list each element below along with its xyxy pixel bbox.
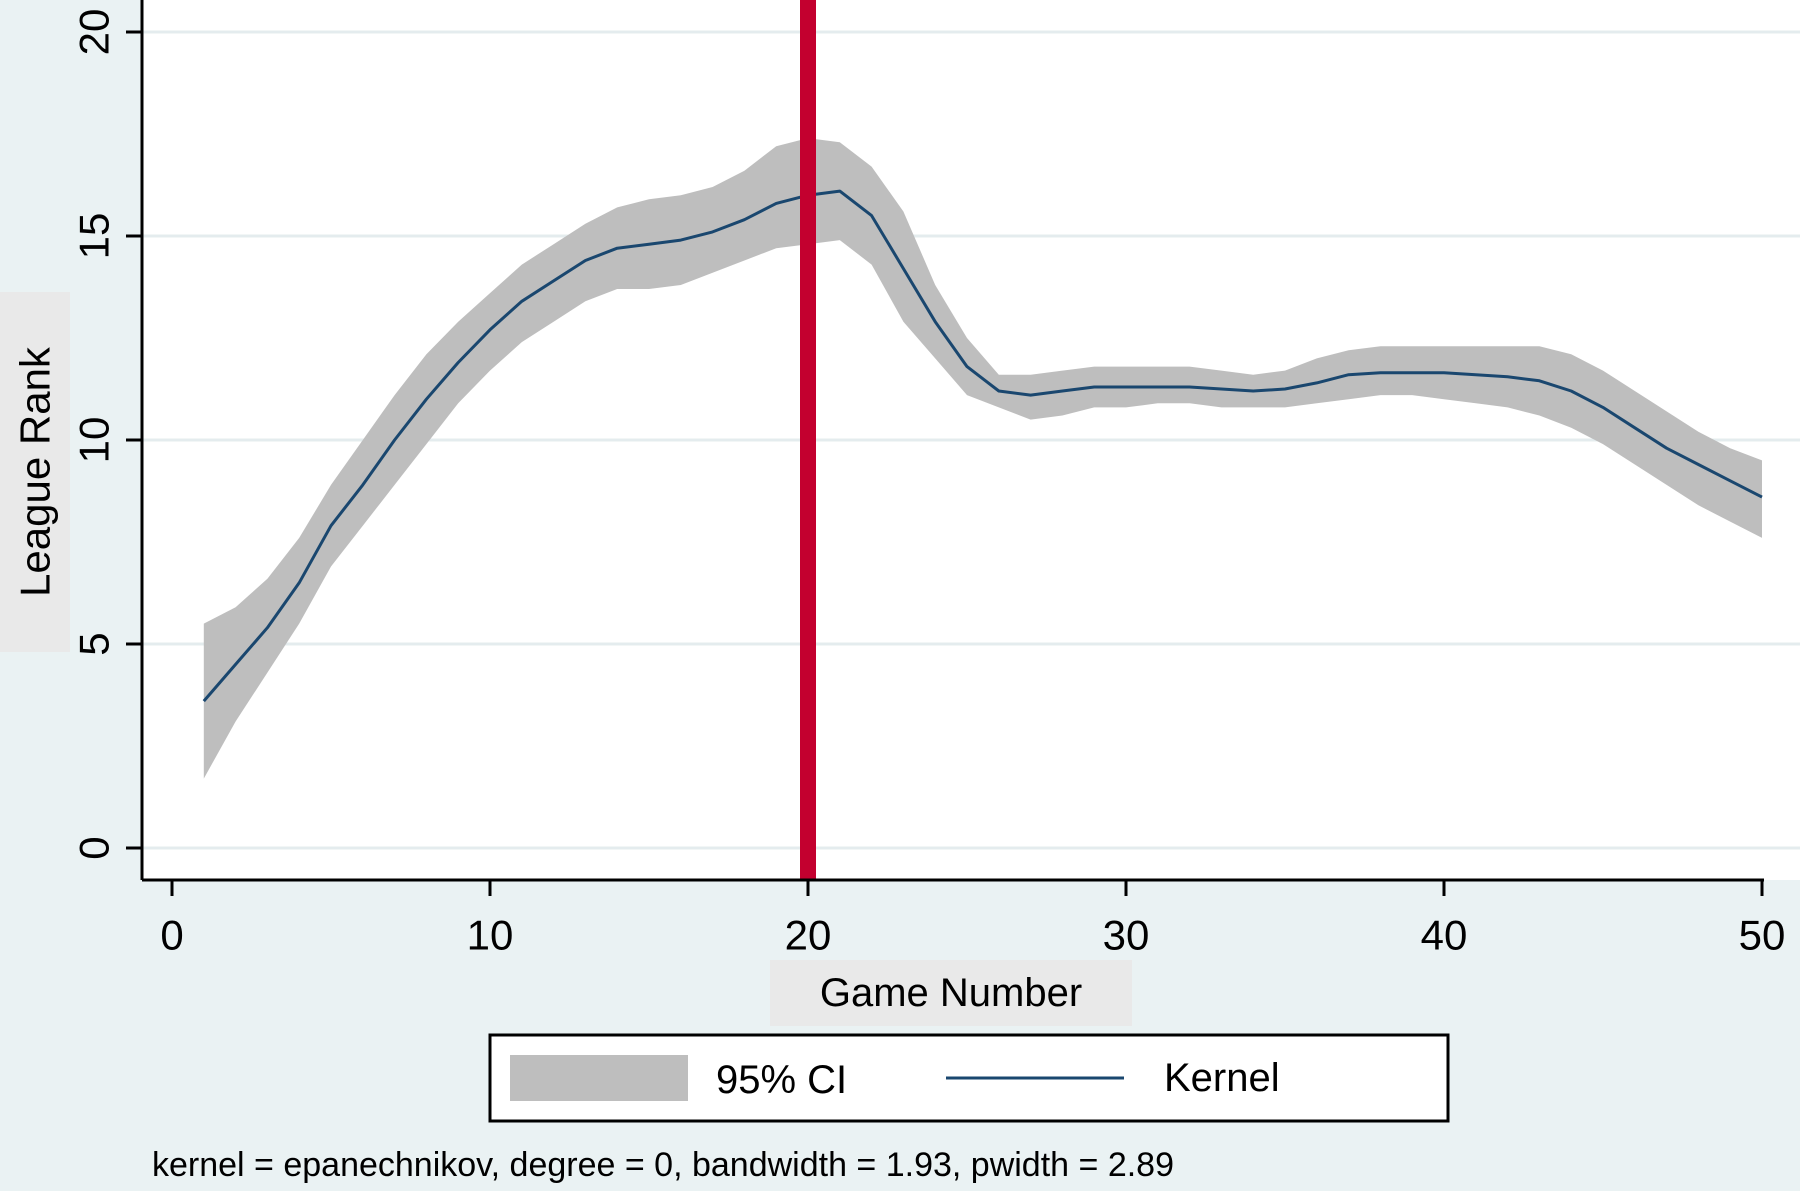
- kernel-note: kernel = epanechnikov, degree = 0, bandw…: [152, 1146, 1174, 1184]
- y-axis-label: League Rank: [12, 346, 59, 597]
- y-tick-label-15: 15: [71, 213, 118, 260]
- x-axis-label: Game Number: [820, 971, 1082, 1015]
- y-tick-label-5: 5: [71, 632, 118, 655]
- legend-ci-label: 95% CI: [716, 1058, 847, 1102]
- x-tick-label-10: 10: [467, 912, 514, 959]
- legend-ci-swatch: [510, 1055, 688, 1101]
- x-tick-label-0: 0: [160, 912, 183, 959]
- kernel-line: [202, 189, 1763, 703]
- reference-vline: [800, 0, 816, 880]
- line-layer: [202, 189, 1763, 703]
- y-tick-label-20: 20: [71, 9, 118, 56]
- ci-band: [203, 138, 1762, 779]
- legend-kernel-label: Kernel: [1164, 1056, 1280, 1100]
- x-tick-label-30: 30: [1103, 912, 1150, 959]
- legend: 95% CI Kernel: [488, 1033, 1450, 1123]
- y-tick-label-10: 10: [71, 417, 118, 464]
- y-tick-label-0: 0: [71, 836, 118, 859]
- ylabel-background: [0, 292, 70, 652]
- x-tick-label-40: 40: [1421, 912, 1468, 959]
- xlabel-background: [770, 960, 1132, 1026]
- ci-layer: [203, 138, 1762, 779]
- vline-layer: [800, 0, 816, 880]
- x-tick-label-20: 20: [785, 912, 832, 959]
- grid-layer: [142, 30, 1800, 850]
- x-tick-label-50: 50: [1739, 912, 1786, 959]
- axis-layer: 0 5 10 15 20 0 10 20 30 40 50: [71, 0, 1786, 959]
